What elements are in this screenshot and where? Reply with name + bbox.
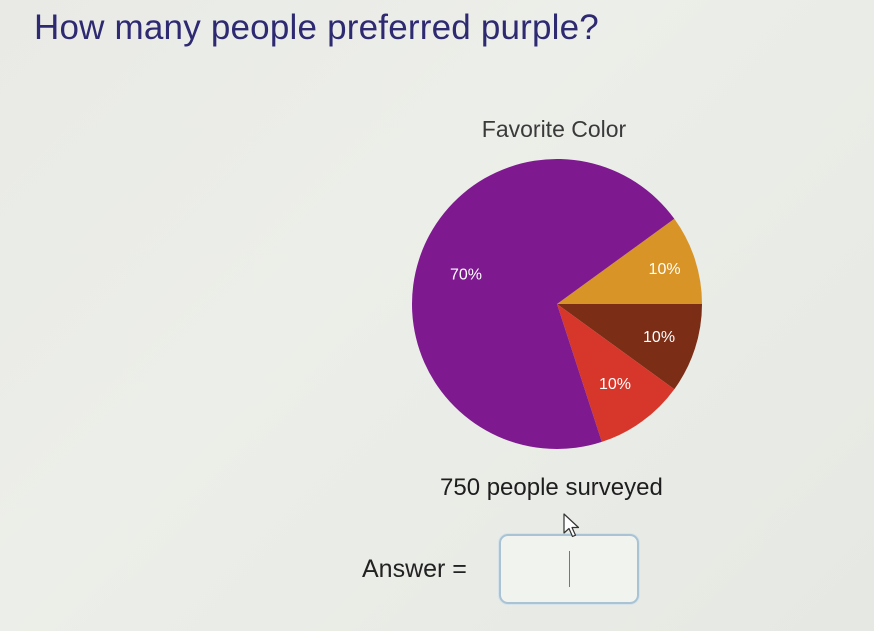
pie-slice-label: 10% (643, 329, 675, 346)
text-caret (569, 551, 570, 587)
pie-slice-label: 10% (649, 261, 681, 278)
question-text: How many people preferred purple? (34, 8, 599, 47)
mouse-pointer-icon (563, 513, 580, 538)
pie-slice (557, 304, 675, 442)
pie-slice-label: 70% (450, 266, 482, 283)
answer-label: Answer = (362, 555, 467, 583)
survey-count-text: 750 people surveyed (440, 474, 663, 501)
pie-slice-label: 10% (599, 376, 631, 393)
pie-slice (557, 304, 702, 390)
pie-slice (557, 218, 702, 304)
pie-slice (411, 159, 675, 450)
chart-title: Favorite Color (481, 116, 627, 142)
